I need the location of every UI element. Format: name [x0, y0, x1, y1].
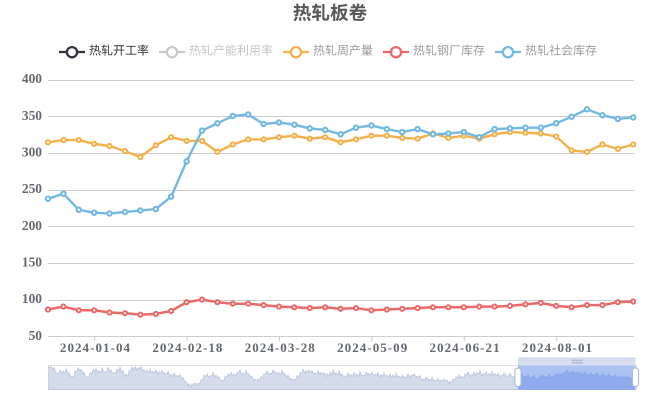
svg-text:200: 200 — [22, 218, 42, 233]
svg-text:100: 100 — [22, 291, 42, 306]
svg-text:2024-08-01: 2024-08-01 — [522, 340, 593, 355]
svg-text:50: 50 — [29, 328, 43, 343]
svg-text:400: 400 — [22, 71, 42, 86]
svg-text:300: 300 — [22, 145, 42, 160]
svg-text:250: 250 — [22, 181, 42, 196]
svg-text:2024-05-09: 2024-05-09 — [337, 340, 408, 355]
svg-text:2024-03-28: 2024-03-28 — [245, 340, 316, 355]
svg-text:2024-06-21: 2024-06-21 — [430, 340, 501, 355]
svg-text:2024-02-18: 2024-02-18 — [152, 340, 223, 355]
svg-text:350: 350 — [22, 108, 42, 123]
svg-text:2024-01-04: 2024-01-04 — [60, 340, 131, 355]
svg-text:150: 150 — [22, 255, 42, 270]
